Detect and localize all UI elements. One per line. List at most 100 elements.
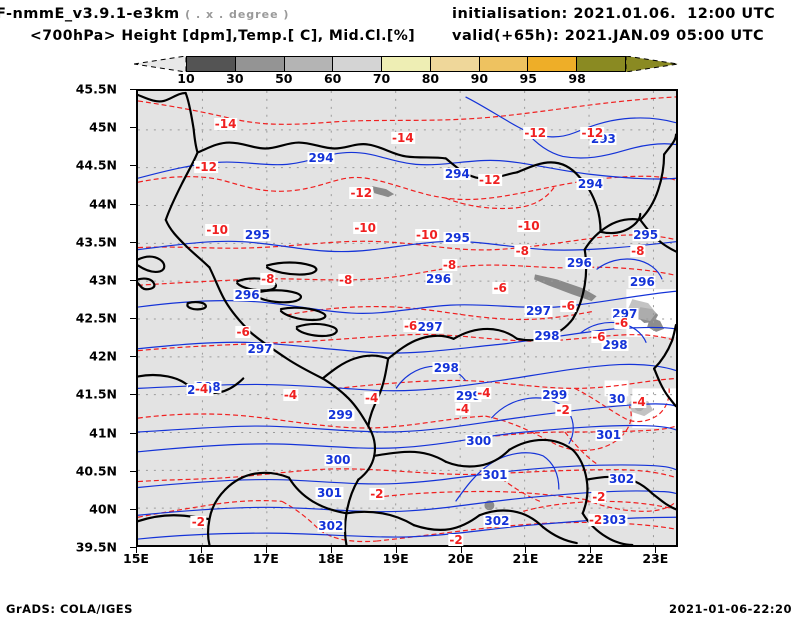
y-axis-tick xyxy=(130,127,136,129)
colorbar-segment-80 xyxy=(430,57,480,71)
colorbar-segment-90 xyxy=(479,57,529,71)
x-axis-tick xyxy=(590,547,592,553)
x-axis-tick xyxy=(265,547,267,553)
contour-label--2: -2 xyxy=(190,515,207,530)
contour-label-30: 30 xyxy=(607,391,627,406)
colorbar-segment-10 xyxy=(187,57,236,71)
x-axis-label-15E: 15E xyxy=(123,551,149,566)
contour-label-294: 294 xyxy=(307,151,335,166)
contour-label-295: 295 xyxy=(243,227,271,242)
contour-label-302: 302 xyxy=(483,513,511,528)
contour-label-303: 303 xyxy=(600,512,628,527)
y-axis-tick xyxy=(130,165,136,167)
contour-label--8: -8 xyxy=(338,273,354,288)
contour-label-296: 296 xyxy=(233,287,261,302)
contour-label--6: -6 xyxy=(560,299,577,314)
y-axis-label-44N: 44N xyxy=(89,196,117,211)
colorbar-tick-98: 98 xyxy=(568,71,586,86)
x-axis-tick xyxy=(395,547,397,553)
contour-label--8: -8 xyxy=(514,244,530,259)
footer-credit: GrADS: COLA/IGES xyxy=(6,602,133,616)
y-axis-tick xyxy=(130,356,136,358)
colorbar-tick-95: 95 xyxy=(519,71,537,86)
contour-label--8: -8 xyxy=(630,244,646,259)
contour-label--2: -2 xyxy=(591,490,607,505)
y-axis-label-40N: 40N xyxy=(89,501,117,517)
contour-label-297: 297 xyxy=(246,342,274,356)
footer-timestamp: 2021-01-06-22:20 xyxy=(669,602,792,616)
contour-label--12: -12 xyxy=(580,125,605,140)
colorbar-left-cap-icon xyxy=(134,56,186,72)
x-axis-label-23E: 23E xyxy=(642,551,669,566)
contour-label--2: -2 xyxy=(587,512,604,527)
contour-label-296: 296 xyxy=(425,271,453,286)
contour-label-302: 302 xyxy=(608,471,636,486)
y-axis-label-45.5N: 45.5N xyxy=(75,81,117,97)
temperature-contours xyxy=(138,96,676,543)
contour-label--6: -6 xyxy=(492,280,508,295)
colorbar-tick-70: 70 xyxy=(372,71,391,86)
map-plot-area[interactable]: 293 294 294 294 295 295 295 296 296 296 296 297 297 2… xyxy=(136,89,678,547)
contour-label-297: 297 xyxy=(524,303,553,318)
contour-label--4: -4 xyxy=(631,394,647,409)
contour-label--4: -4 xyxy=(193,381,210,396)
colorbar-tick-30: 30 xyxy=(226,71,244,86)
colorbar-segment-60 xyxy=(333,57,383,71)
y-axis-tick xyxy=(130,203,136,205)
y-axis-tick xyxy=(130,279,136,281)
contour-label-299: 299 xyxy=(326,408,355,423)
y-axis-tick xyxy=(130,432,136,434)
contour-label--6: -6 xyxy=(613,316,630,331)
colorbar-segment-95 xyxy=(528,57,578,71)
contour-label-300: 300 xyxy=(465,433,493,448)
contour-label--4: -4 xyxy=(364,390,380,405)
colorbar-tick-80: 80 xyxy=(421,71,440,86)
contour-label--10: -10 xyxy=(516,219,541,234)
contour-label--2: -2 xyxy=(448,532,464,547)
contour-label-295: 295 xyxy=(443,231,471,246)
y-axis-tick xyxy=(130,508,136,510)
model-units-note: ( . x . degree ) xyxy=(185,8,290,21)
contour-label--8: -8 xyxy=(260,271,276,286)
contour-label-298: 298 xyxy=(533,329,561,344)
y-axis-label-41.5N: 41.5N xyxy=(75,386,117,402)
colorbar-tick-60: 60 xyxy=(323,71,342,86)
contour-label--10: -10 xyxy=(415,227,439,242)
contour-label--12: -12 xyxy=(477,173,502,188)
contour-label--8: -8 xyxy=(441,258,458,273)
contour-label-298: 298 xyxy=(432,361,460,376)
contour-label--2: -2 xyxy=(555,403,571,418)
colorbar-tick-50: 50 xyxy=(275,71,293,86)
height-contours xyxy=(138,96,676,540)
contour-label--14: -14 xyxy=(213,116,238,131)
colorbar-tick-90: 90 xyxy=(470,71,489,86)
contour-label--4: -4 xyxy=(282,387,299,402)
coastline-border-layer xyxy=(138,91,676,545)
contour-label--12: -12 xyxy=(523,125,548,140)
contour-label-302: 302 xyxy=(317,519,345,534)
colorbar-segments xyxy=(186,56,626,72)
contour-label--4: -4 xyxy=(476,386,492,401)
x-axis-tick xyxy=(330,547,332,553)
x-axis-label-21E: 21E xyxy=(512,551,539,566)
level-line: <700hPa> Height [dpm],Temp.[ C], Mid.Cl.… xyxy=(30,28,416,44)
contour-label-294: 294 xyxy=(576,177,604,192)
x-axis-tick xyxy=(655,547,657,553)
y-axis-label-43.5N: 43.5N xyxy=(75,234,117,250)
y-axis-label-41N: 41N xyxy=(89,425,117,440)
contour-label--10: -10 xyxy=(353,221,378,236)
x-axis-tick xyxy=(136,547,137,553)
colorbar-segment-50 xyxy=(284,57,334,71)
y-axis-label-42N: 42N xyxy=(89,348,117,364)
valid-line: valid(+65h): 2021.JAN.09 05:00 UTC xyxy=(452,28,765,44)
x-axis-label-20E: 20E xyxy=(447,551,474,566)
contour-label--14: -14 xyxy=(390,131,415,146)
contour-label-298: 298 xyxy=(601,338,629,353)
x-axis-tick xyxy=(200,547,202,553)
y-axis-tick xyxy=(130,547,136,548)
y-axis-tick xyxy=(130,470,136,472)
y-axis-label-39.5N: 39.5N xyxy=(75,539,117,555)
y-axis-tick xyxy=(130,89,136,90)
contour-label-296: 296 xyxy=(628,274,656,289)
model-title: F-nmmE_v3.9.1-e3km ( . x . degree ) xyxy=(0,6,289,22)
